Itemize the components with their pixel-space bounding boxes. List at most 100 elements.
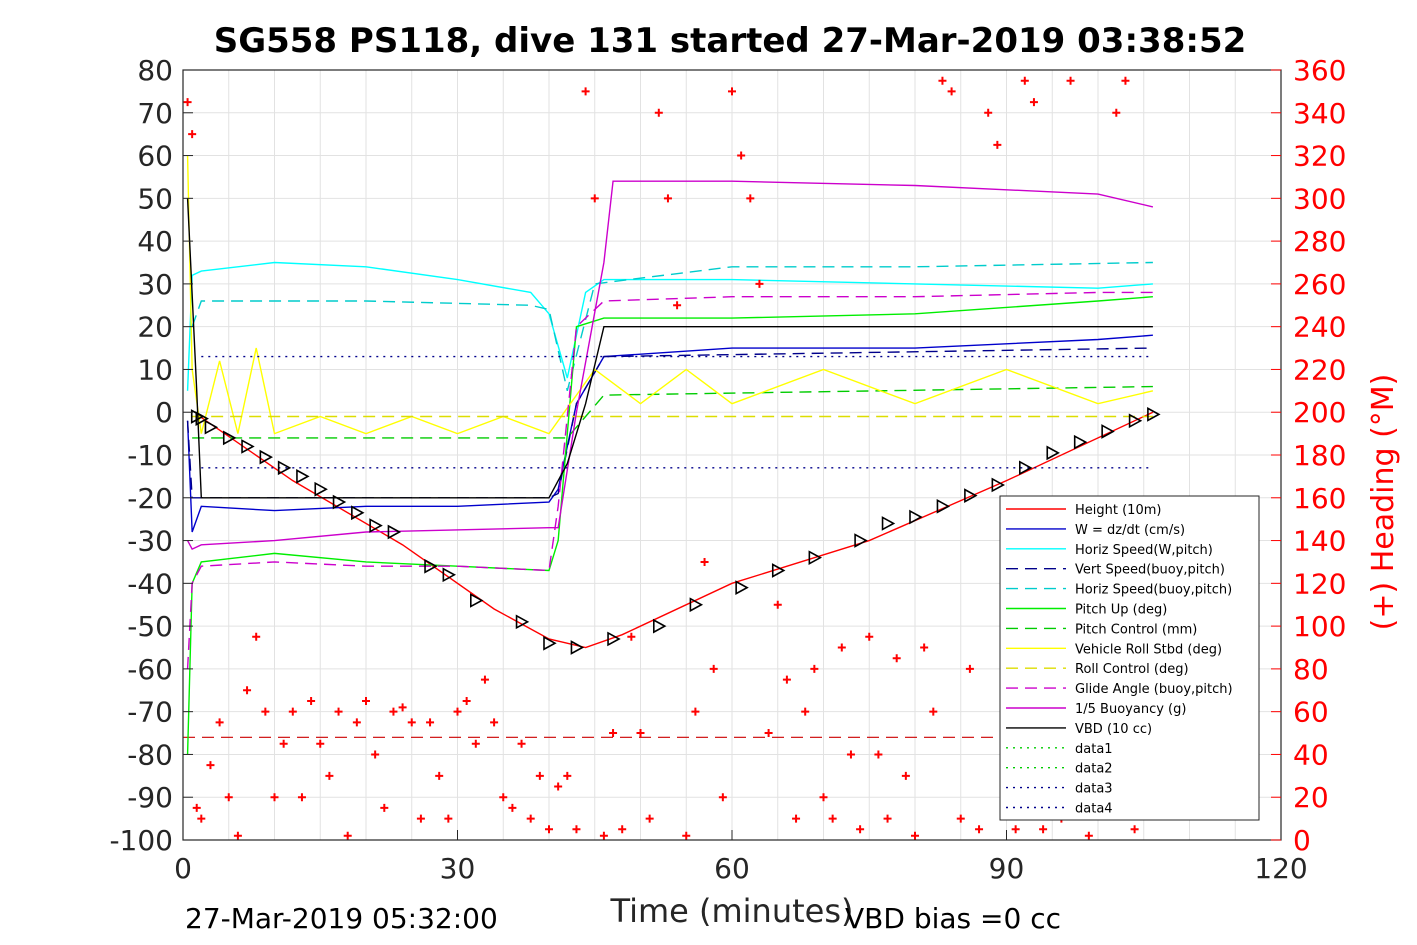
legend-label: Horiz Speed(W,pitch)	[1075, 543, 1213, 558]
y-right-tick-label: 20	[1293, 781, 1329, 814]
legend-label: data1	[1075, 742, 1113, 757]
heading-point	[480, 675, 489, 684]
heading-point	[407, 718, 416, 727]
heading-point	[938, 76, 947, 85]
heading-point	[183, 98, 192, 107]
heading-point	[572, 825, 581, 834]
triangle-marker	[424, 558, 438, 574]
triangle-marker	[351, 505, 365, 521]
tick-marks	[182, 69, 1282, 841]
heading-point	[1112, 108, 1121, 117]
y-tick-label: 0	[155, 396, 173, 429]
heading-point	[837, 643, 846, 652]
triangle-marker	[1128, 413, 1143, 429]
series-line-7	[186, 155, 1154, 435]
heading-point	[673, 301, 682, 310]
triangle-markers	[190, 407, 1161, 655]
y-tick-label: 20	[137, 311, 173, 344]
series-line-11	[186, 198, 1153, 499]
triangle-marker	[204, 419, 219, 435]
footer-timestamp: 27-Mar-2019 05:32:00	[185, 902, 498, 935]
heading-point	[599, 831, 608, 840]
heading-point	[508, 803, 517, 812]
heading-point	[993, 140, 1002, 149]
triangle-marker	[909, 509, 923, 525]
heading-point	[718, 793, 727, 802]
x-tick-labels: 0 30 60 90 120	[174, 852, 1308, 885]
legend-box	[999, 495, 1260, 821]
heading-point	[297, 793, 306, 802]
triangle-marker	[1101, 424, 1115, 439]
y-tick-label: 40	[137, 225, 173, 258]
y-tick-label: 10	[137, 353, 173, 386]
heading-point	[947, 87, 956, 96]
legend-label: Vehicle Roll Stbd (deg)	[1075, 642, 1222, 657]
heading-point	[581, 87, 590, 96]
heading-point	[215, 718, 224, 727]
heading-point	[700, 557, 709, 566]
heading-point	[984, 108, 993, 117]
series-line-9	[186, 291, 1153, 669]
x-tick-label: 90	[989, 852, 1025, 885]
heading-point	[618, 825, 627, 834]
y-tick-label: -30	[127, 525, 173, 558]
heading-point	[590, 194, 599, 203]
triangle-marker	[570, 640, 585, 655]
triangle-marker	[607, 631, 621, 647]
heading-point	[334, 707, 343, 716]
heading-point	[773, 600, 782, 609]
heading-point	[325, 771, 334, 780]
triangle-marker	[195, 411, 209, 426]
heading-point	[865, 632, 874, 641]
heading-point	[929, 707, 938, 716]
heading-point	[846, 750, 855, 759]
legend-label: Height (10m)	[1075, 503, 1161, 518]
y-tick-label: -90	[127, 781, 173, 814]
heading-point	[810, 664, 819, 673]
heading-point	[197, 814, 206, 823]
y-right-tick-label: 180	[1293, 439, 1346, 472]
legend-label: Pitch Control (mm)	[1075, 622, 1197, 637]
legend-label: Pitch Up (deg)	[1075, 603, 1167, 618]
heading-point	[764, 729, 773, 738]
heading-point	[380, 803, 389, 812]
series-line-2	[186, 261, 1153, 391]
heading-point	[883, 814, 892, 823]
heading-point	[755, 279, 764, 288]
triangle-marker	[991, 477, 1006, 493]
triangle-marker	[470, 593, 484, 608]
triangle-marker	[241, 439, 255, 454]
y-tick-label: -60	[127, 653, 173, 686]
legend-label: Glide Angle (buoy,pitch)	[1075, 682, 1233, 697]
triangle-marker	[1147, 407, 1161, 422]
heading-point	[224, 793, 233, 802]
x-tick-label: 0	[174, 852, 192, 885]
x-axis-label: Time (minutes)	[610, 892, 854, 930]
chart-title: SG558 PS118, dive 131 started 27-Mar-201…	[214, 21, 1247, 61]
legend-label: W = dz/dt (cm/s)	[1075, 523, 1185, 538]
y-right-tick-label: 40	[1293, 738, 1329, 771]
y-right-tick-label: 280	[1293, 225, 1346, 258]
heading-point	[682, 831, 691, 840]
y-tick-label: 70	[137, 97, 173, 130]
triangle-marker	[222, 430, 237, 446]
triangle-marker	[808, 550, 823, 566]
y-tick-label: 80	[137, 54, 173, 87]
legend-label: Vert Speed(buoy,pitch)	[1075, 563, 1225, 578]
triangle-marker	[771, 563, 786, 578]
legend-label: data3	[1075, 782, 1113, 797]
heading-point	[1029, 98, 1038, 107]
series-line-3	[186, 347, 1153, 499]
heading-point	[920, 643, 929, 652]
y-right-tick-label: 340	[1293, 97, 1346, 130]
heading-point	[471, 739, 480, 748]
heading-point	[636, 729, 645, 738]
heading-point	[206, 761, 215, 770]
triangle-marker	[543, 635, 557, 651]
triangle-marker	[1019, 460, 1033, 476]
y-right-tick-label: 100	[1293, 610, 1346, 643]
y-right-tick-label: 300	[1293, 182, 1346, 215]
y-tick-label: -20	[127, 482, 173, 515]
y-tick-label: -10	[127, 439, 173, 472]
